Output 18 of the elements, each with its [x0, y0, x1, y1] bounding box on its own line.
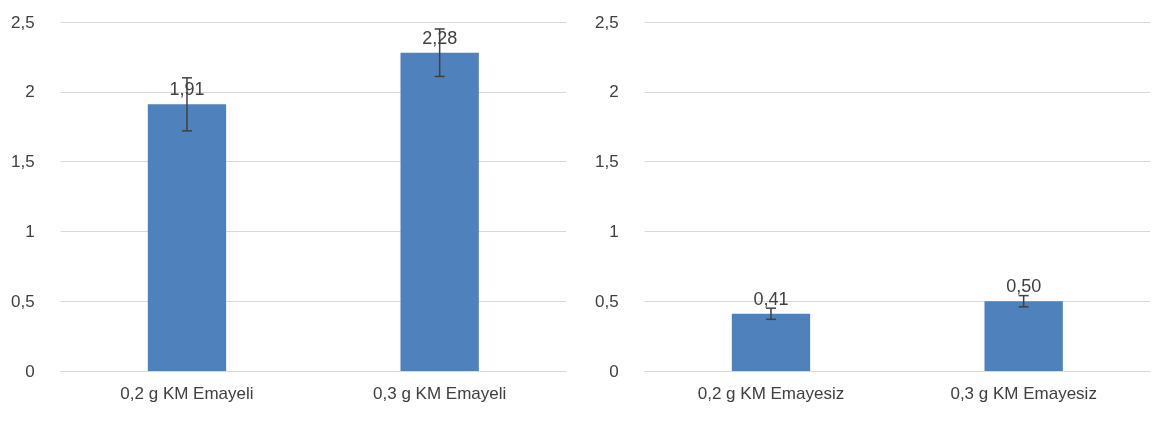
x-tick-label: 0,3 g KM Emayesiz: [950, 384, 1097, 403]
y-tick-label: 1: [25, 221, 35, 241]
y-tick-label: 1,5: [10, 152, 35, 172]
y-tick-label: 2: [609, 82, 619, 102]
y-tick-label: 0,5: [594, 291, 619, 311]
x-tick-label: 0,2 g KM Emayeli: [120, 384, 254, 403]
data-label: 0,41: [753, 288, 789, 309]
y-tick-label: 2,5: [10, 12, 35, 32]
y-tick-label: 1,5: [594, 152, 619, 172]
x-tick-label: 0,3 g KM Emayeli: [373, 384, 507, 403]
y-tick-label: 0: [609, 361, 619, 381]
y-tick-label: 2,5: [594, 12, 619, 32]
y-tick-label: 2: [25, 82, 35, 102]
y-tick-label: 0: [25, 361, 35, 381]
y-tick-label: 1: [609, 221, 619, 241]
data-label: 0,50: [1006, 276, 1042, 297]
x-tick-label: 0,2 g KM Emayesiz: [697, 384, 845, 403]
y-tick-label: 0,5: [10, 291, 35, 311]
